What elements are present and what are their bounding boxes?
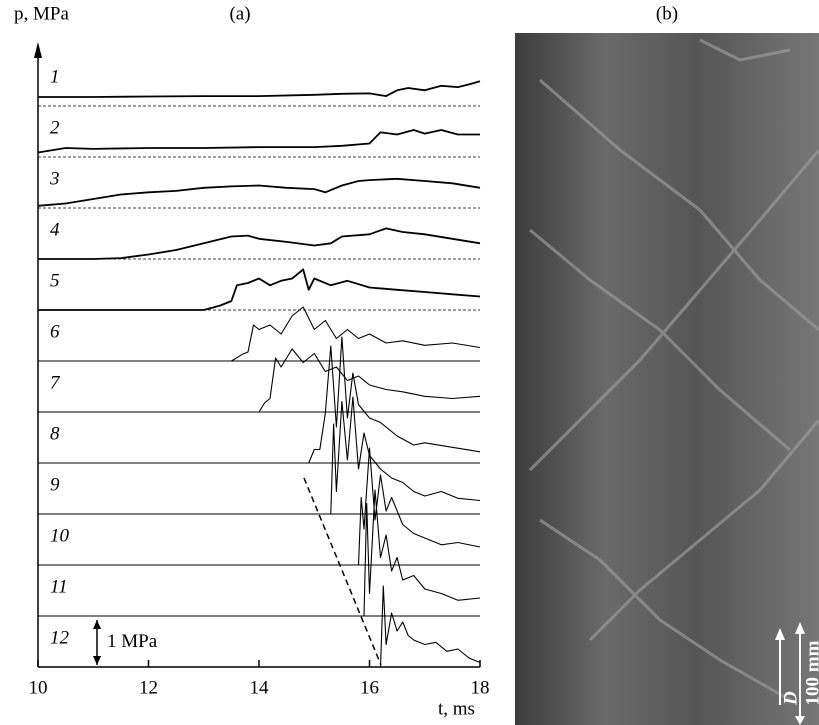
series-label: 9	[50, 474, 60, 495]
series-label: 2	[50, 117, 60, 138]
x-tick-label: 12	[139, 677, 158, 698]
pressure-trace	[38, 489, 481, 617]
pressure-trace	[38, 396, 481, 515]
series-label: 8	[50, 423, 60, 444]
x-tick-label: 18	[471, 677, 490, 698]
photo	[515, 33, 819, 725]
series-label: 4	[50, 219, 60, 240]
series-label: 5	[50, 270, 60, 291]
x-tick-label: 10	[29, 677, 48, 698]
x-axis-label: t, ms	[438, 698, 475, 719]
series-label: 3	[49, 168, 60, 189]
panel-b-title: (b)	[656, 3, 678, 24]
x-tick-label: 16	[360, 677, 379, 698]
y-axis-arrow	[34, 42, 42, 58]
front-trajectory	[303, 477, 382, 666]
pressure-trace	[38, 447, 481, 566]
series-label: 11	[50, 576, 68, 597]
series-label: 12	[50, 627, 70, 648]
series-label: 1	[50, 66, 60, 87]
velocity-label: D	[780, 691, 801, 706]
scale-bar-arrow	[93, 620, 101, 665]
pressure-trace	[38, 348, 481, 413]
series-label: 7	[50, 372, 61, 393]
pressure-trace	[37, 129, 480, 154]
pressure-trace	[38, 585, 481, 668]
pressure-trace	[38, 227, 481, 260]
pressure-trace	[38, 336, 481, 464]
y-axis-label: p, MPa	[14, 3, 69, 24]
pressure-trace	[38, 306, 481, 362]
series-label: 10	[50, 525, 70, 546]
panel-a-title: (a)	[229, 3, 250, 24]
pressure-trace	[38, 80, 481, 98]
pressure-trace	[37, 177, 481, 207]
scale-bar-label: 1 MPa	[107, 631, 158, 652]
pressure-trace	[38, 268, 481, 311]
series-label: 6	[50, 321, 60, 342]
scale-label: 100 mm	[802, 640, 819, 705]
x-tick-label: 14	[250, 677, 270, 698]
